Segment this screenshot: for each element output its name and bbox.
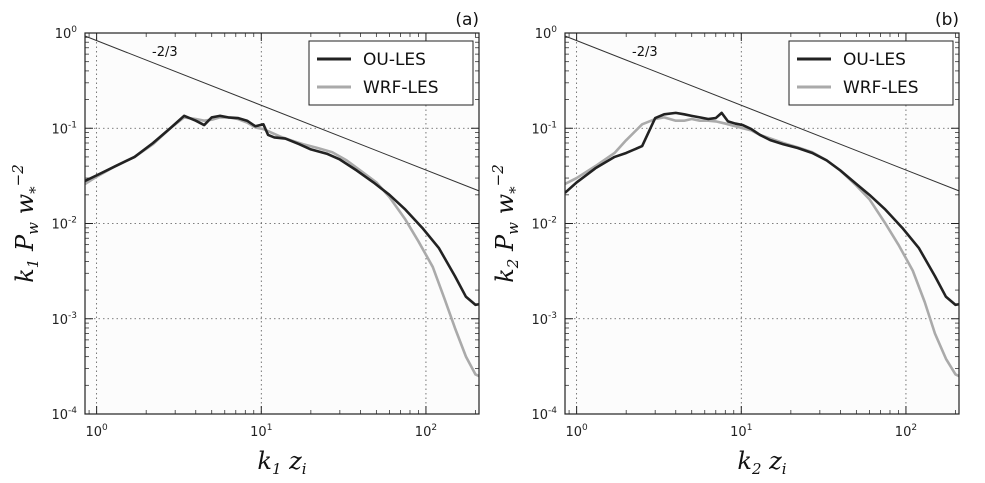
y-tick-label: 10-1 [51,120,77,137]
slope-annotation: -2/3 [632,45,658,60]
y-tick-label: 10-3 [531,311,557,328]
x-axis-label: k2 zi [737,447,786,478]
panel-b: 100 101 102 10-4 10-3 10-2 10-1 100 -2/3 OU-LES WR… [489,10,960,478]
legend-label: OU-LES [843,50,906,70]
slope-reference-line [84,35,480,192]
y-axis-label: k2 Pw w*−2 [489,164,524,283]
panel-label: (b) [935,10,959,30]
axes-frame [84,32,480,415]
x-tick-label: 101 [250,423,272,440]
panel-a: 100 101 102 10-4 10-3 10-2 10-1 100 -2/3 OU-LES WR… [9,10,480,478]
legend-box [308,40,474,106]
x-tick-label: 100 [565,423,588,440]
slope-annotation: -2/3 [152,45,178,60]
legend-label: WRF-LES [843,78,919,98]
legend: OU-LES WRF-LES [308,40,474,106]
series-line-ou-les [565,111,959,307]
legend: OU-LES WRF-LES [788,40,954,106]
x-tick-label: 102 [415,423,437,440]
y-tick-label: 10-4 [531,406,557,423]
x-tick-label: 101 [730,423,752,440]
x-axis-label: k1 zi [257,447,306,478]
y-axis-label: k1 Pw w*−2 [9,164,44,283]
legend-label: WRF-LES [363,78,439,98]
axes-frame [564,32,960,415]
slope-reference-line [564,35,960,192]
y-tick-label: 10-2 [531,216,557,233]
x-tick-label: 100 [85,423,108,440]
y-tick-label: 10-4 [51,406,77,423]
x-tick-label: 102 [895,423,917,440]
y-tick-label: 100 [535,25,558,42]
series-line-ou-les [85,114,479,307]
panel-label: (a) [455,10,479,30]
legend-box [788,40,954,106]
y-tick-label: 100 [55,25,78,42]
y-tick-label: 10-1 [531,120,557,137]
y-tick-label: 10-2 [51,216,77,233]
y-tick-label: 10-3 [51,311,77,328]
legend-label: OU-LES [363,50,426,70]
